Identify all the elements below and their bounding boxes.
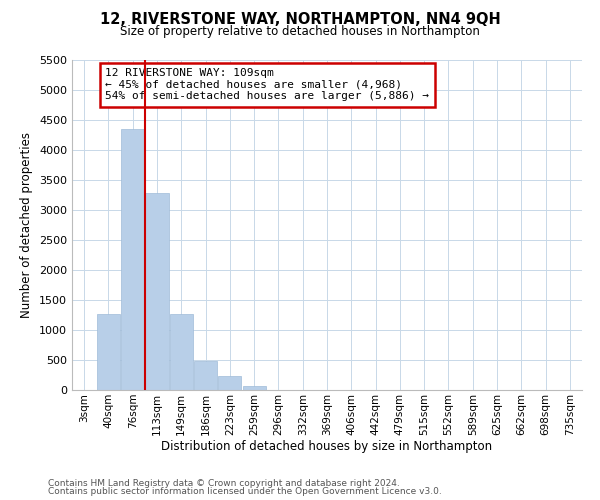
Y-axis label: Number of detached properties: Number of detached properties [20,132,34,318]
Bar [242,386,266,390]
Bar [145,193,169,390]
X-axis label: Distribution of detached houses by size in Northampton: Distribution of detached houses by size … [161,440,493,454]
Text: Contains HM Land Registry data © Crown copyright and database right 2024.: Contains HM Land Registry data © Crown c… [48,478,400,488]
Bar [170,314,193,390]
Bar [218,376,241,390]
Bar [194,361,217,390]
Text: 12 RIVERSTONE WAY: 109sqm
← 45% of detached houses are smaller (4,968)
54% of se: 12 RIVERSTONE WAY: 109sqm ← 45% of detac… [105,68,429,102]
Bar [121,129,144,390]
Text: Size of property relative to detached houses in Northampton: Size of property relative to detached ho… [120,25,480,38]
Text: Contains public sector information licensed under the Open Government Licence v3: Contains public sector information licen… [48,487,442,496]
Text: 12, RIVERSTONE WAY, NORTHAMPTON, NN4 9QH: 12, RIVERSTONE WAY, NORTHAMPTON, NN4 9QH [100,12,500,28]
Bar [97,314,120,390]
